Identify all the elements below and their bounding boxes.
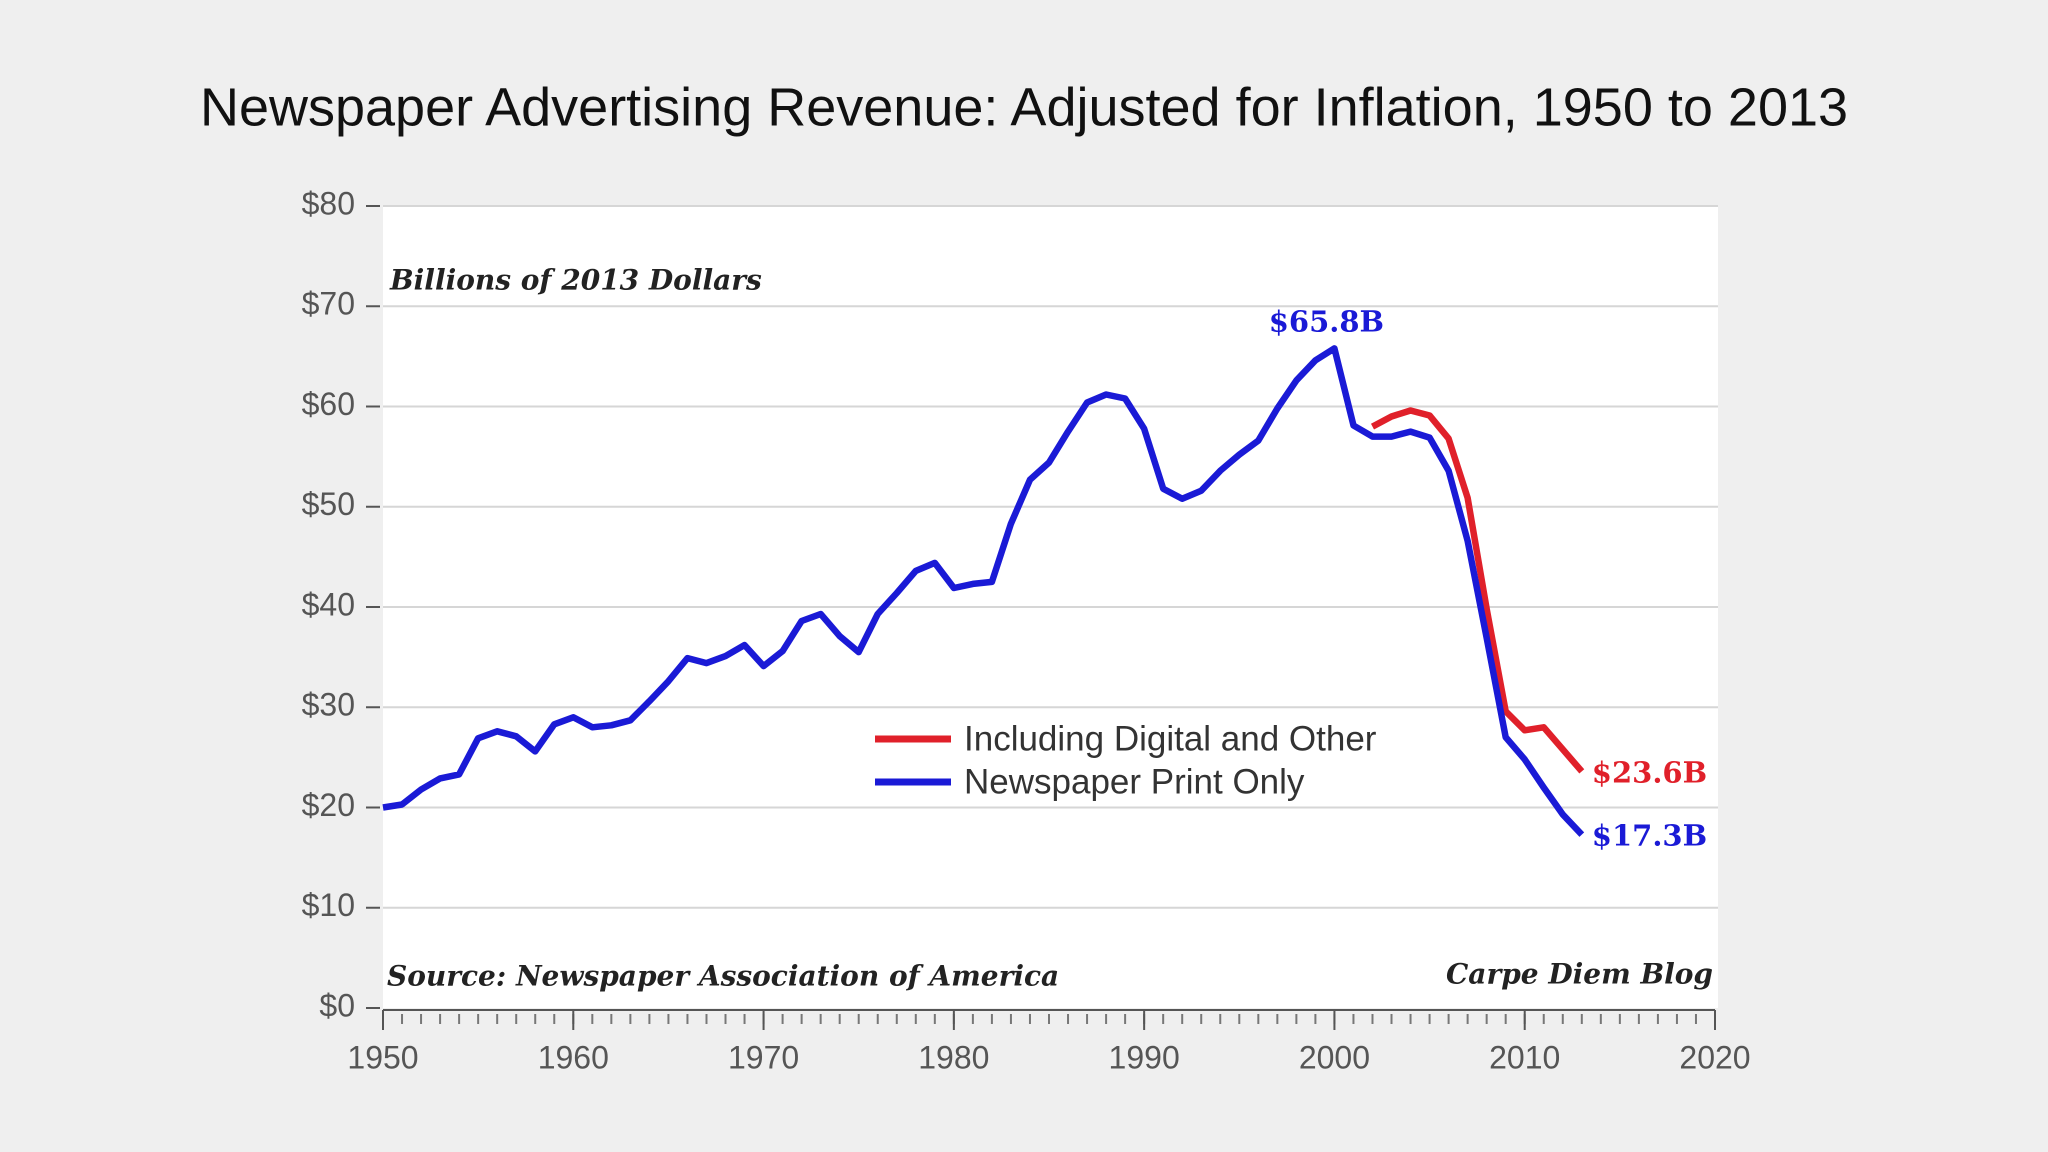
y-tick-label: $0 — [319, 987, 355, 1023]
y-tick-label: $10 — [302, 887, 355, 923]
series-line — [1370, 407, 1585, 774]
y-tick-label: $60 — [302, 386, 355, 422]
value-label: $17.3B — [1592, 819, 1707, 853]
chart-title: Newspaper Advertising Revenue: Adjusted … — [200, 77, 1848, 137]
value-label: $65.8B — [1269, 304, 1384, 338]
legend-label: Including Digital and Other — [964, 719, 1377, 758]
source-note: Source: Newspaper Association of America — [387, 960, 1059, 993]
y-axis-label: Billions of 2013 Dollars — [389, 264, 762, 297]
credit-note: Carpe Diem Blog — [1446, 958, 1713, 991]
legend-label: Newspaper Print Only — [964, 762, 1305, 801]
series-line — [382, 345, 1585, 837]
y-tick-label: $80 — [302, 185, 355, 221]
x-tick-label: 2020 — [1679, 1039, 1750, 1075]
x-tick-label: 1980 — [918, 1039, 989, 1075]
value-label: $23.6B — [1592, 755, 1707, 789]
y-tick-label: $40 — [302, 586, 355, 622]
x-tick-label: 2010 — [1489, 1039, 1560, 1075]
x-tick-label: 1950 — [347, 1039, 418, 1075]
x-tick-label: 1970 — [728, 1039, 799, 1075]
x-tick-label: 1990 — [1109, 1039, 1180, 1075]
x-tick-label: 2000 — [1299, 1039, 1370, 1075]
y-tick-label: $50 — [302, 486, 355, 522]
y-tick-label: $30 — [302, 687, 355, 723]
y-tick-label: $70 — [302, 286, 355, 322]
x-tick-label: 1960 — [538, 1039, 609, 1075]
y-tick-label: $20 — [302, 787, 355, 823]
